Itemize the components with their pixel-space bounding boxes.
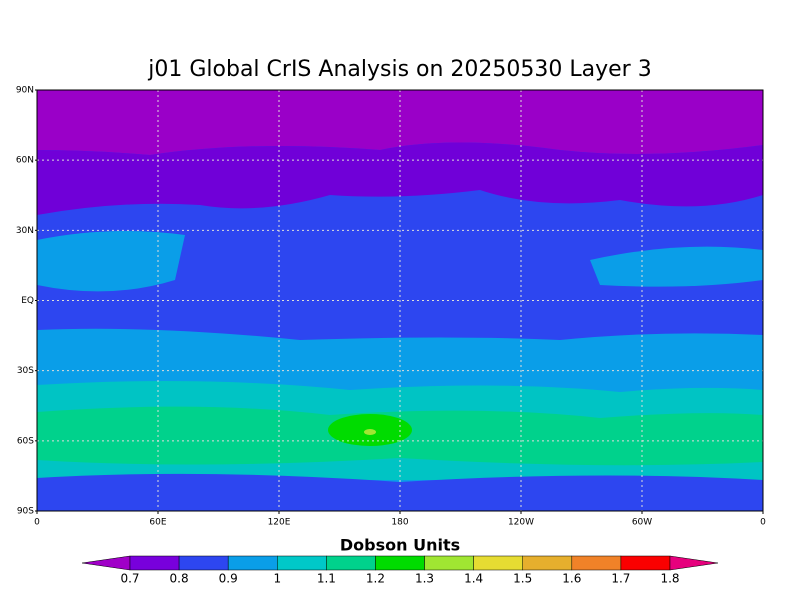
x-tick-label: 180: [391, 518, 408, 528]
x-tick-label: 120W: [508, 518, 534, 528]
colorbar: 0.7 0.8 0.9 1 1.1 1.2 1.3 1.4 1.5 1.6 1.7 1.8: [81, 555, 719, 586]
colorbar-bin: [277, 555, 327, 571]
colorbar-title: Dobson Units: [340, 536, 460, 555]
x-tick-label: 60E: [149, 518, 166, 528]
colorbar-label: 0.8: [170, 572, 189, 586]
colorbar-bin: [326, 555, 376, 571]
colorbar-bin: [522, 555, 573, 571]
colorbar-bin: [571, 555, 622, 571]
colorbar-bin: [424, 555, 474, 571]
map-title: j01 Global CrIS Analysis on 20250530 Lay…: [147, 57, 651, 82]
colorbar-label: 1.6: [562, 572, 581, 586]
y-tick-label: EQ: [21, 296, 34, 306]
colorbar-label: 1.8: [660, 572, 679, 586]
colorbar-label: 0.9: [219, 572, 238, 586]
colorbar-label: 1.5: [513, 572, 532, 586]
colorbar-bin: [227, 555, 278, 571]
colorbar-bin: [375, 555, 425, 571]
colorbar-label: 1.7: [611, 572, 630, 586]
colorbar-arrow: [81, 555, 131, 571]
x-tick-label: 60W: [632, 518, 652, 528]
colorbar-bin: [178, 555, 229, 571]
y-tick-label: 90N: [16, 86, 34, 96]
colorbar-label: 1.1: [317, 572, 336, 586]
y-tick-label: 30N: [16, 226, 34, 236]
x-tick-label: 120E: [268, 518, 291, 528]
y-tick-label: 60S: [17, 436, 34, 446]
colorbar-bin: [473, 555, 523, 571]
colorbar-label: 1.3: [415, 572, 434, 586]
y-tick-label: 30S: [17, 366, 34, 376]
y-tick-label: 60N: [16, 156, 34, 166]
y-tick-label: 90S: [17, 507, 34, 517]
colorbar-bin: [620, 555, 671, 571]
x-tick-label: 0: [760, 518, 766, 528]
colorbar-label: 1.2: [366, 572, 385, 586]
colorbar-arrow: [669, 555, 719, 571]
colorbar-bin: [129, 555, 180, 571]
x-tick-label: 0: [34, 518, 40, 528]
colorbar-label: 1.4: [464, 572, 483, 586]
grid: [37, 90, 763, 511]
colorbar-label: 0.7: [120, 572, 139, 586]
colorbar-label: 1: [273, 572, 281, 586]
